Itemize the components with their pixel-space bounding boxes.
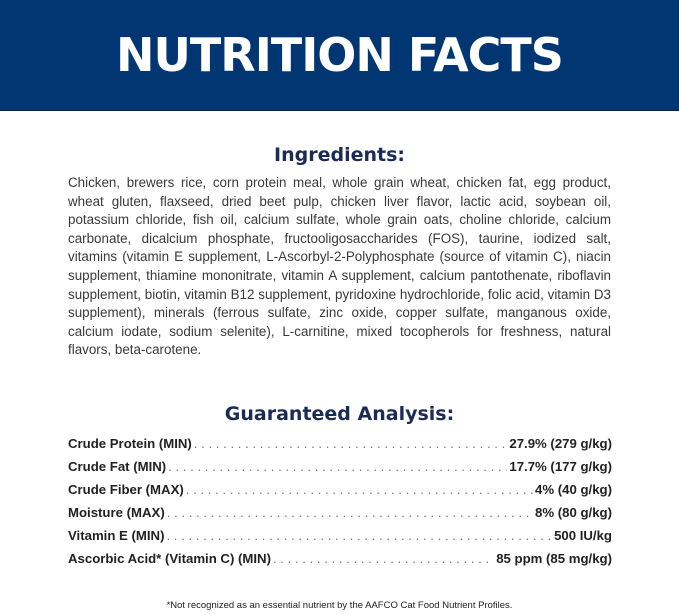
analysis-label: Crude Fat (MIN) [68,459,167,474]
leader-dots [168,459,507,474]
analysis-row: Moisture (MAX) 8% (80 g/kg) [68,505,612,528]
guaranteed-analysis-heading: Guaranteed Analysis: [224,403,455,425]
analysis-label: Moisture (MAX) [68,505,165,520]
analysis-label: Ascorbic Acid* (Vitamin C) (MIN) [68,551,271,566]
leader-dots [167,505,533,520]
ingredients-text: Chicken, brewers rice, corn protein meal… [68,175,611,358]
analysis-row: Vitamin E (MIN) 500 IU/kg [68,528,612,551]
analysis-value: 17.7% (177 g/kg) [509,459,612,474]
ingredients-heading: Ingredients: [274,144,405,166]
header-banner: NUTRITION FACTS [0,0,679,111]
leader-dots [273,551,494,566]
footnote: *Not recognized as an essential nutrient… [166,600,513,611]
leader-dots [166,528,552,543]
analysis-row: Crude Fiber (MAX) 4% (40 g/kg) [68,482,612,505]
analysis-value: 85 ppm (85 mg/kg) [496,551,612,566]
leader-dots [194,436,508,451]
analysis-row: Crude Protein (MIN) 27.9% (279 g/kg) [68,436,612,459]
guaranteed-analysis-table: Crude Protein (MIN) 27.9% (279 g/kg) Crud… [68,436,612,574]
analysis-value: 27.9% (279 g/kg) [509,436,612,451]
analysis-value: 8% (80 g/kg) [535,505,612,520]
leader-dots [186,482,533,497]
analysis-label: Crude Protein (MIN) [68,436,192,451]
page-title: NUTRITION FACTS [116,28,564,82]
analysis-label: Crude Fiber (MAX) [68,482,184,497]
analysis-value: 4% (40 g/kg) [535,482,612,497]
analysis-row: Ascorbic Acid* (Vitamin C) (MIN) 85 ppm (… [68,551,612,574]
analysis-label: Vitamin E (MIN) [68,528,165,543]
analysis-row: Crude Fat (MIN) 17.7% (177 g/kg) [68,459,612,482]
analysis-value: 500 IU/kg [554,528,612,543]
